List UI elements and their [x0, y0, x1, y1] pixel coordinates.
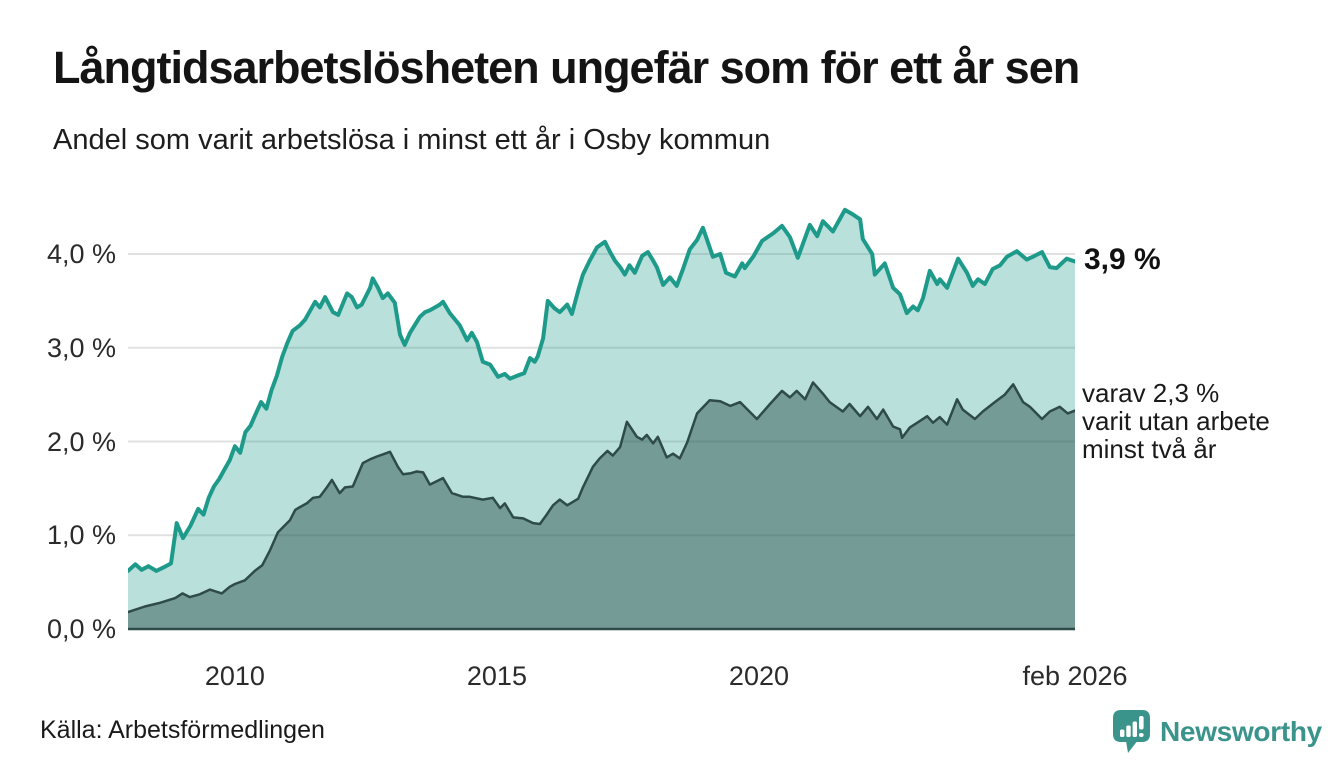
newsworthy-logo-text: Newsworthy	[1160, 715, 1322, 747]
y-tick-label-4: 4,0 %	[46, 239, 116, 269]
x-tick-label-feb-2026: feb 2026	[1022, 661, 1128, 691]
series-2-end-value-label: varav 2,3 % varit utan arbete minst två …	[1082, 378, 1270, 464]
area-chart-plot	[128, 207, 1075, 631]
y-tick-label-3: 3,0 %	[46, 332, 116, 363]
series-1-line	[128, 207, 1075, 573]
page-title: Långtidsarbetslösheten ungefär som för e…	[53, 42, 1080, 93]
series-1-area	[128, 209, 1075, 629]
newsworthy-logo: Newsworthy	[1112, 709, 1322, 754]
y-tick-label-1: 1,0 %	[46, 520, 116, 551]
series-2-line	[128, 381, 1075, 614]
x-tick-label-2020: 2020	[728, 661, 789, 691]
x-tick-label-2015: 2015	[466, 661, 527, 691]
series-1-end-value-label: 3,9 %	[1084, 243, 1161, 276]
y-tick-label-0: 0,0 %	[46, 614, 116, 644]
series-2-area	[128, 382, 1075, 629]
page-subtitle: Andel som varit arbetslösa i minst ett å…	[53, 124, 771, 156]
source-attribution: Källa: Arbetsförmedlingen	[40, 716, 325, 744]
x-tick-label-2010: 2010	[204, 661, 265, 691]
y-tick-label-2: 2,0 %	[46, 426, 116, 457]
newsworthy-bubble-chart-icon	[1113, 710, 1150, 753]
